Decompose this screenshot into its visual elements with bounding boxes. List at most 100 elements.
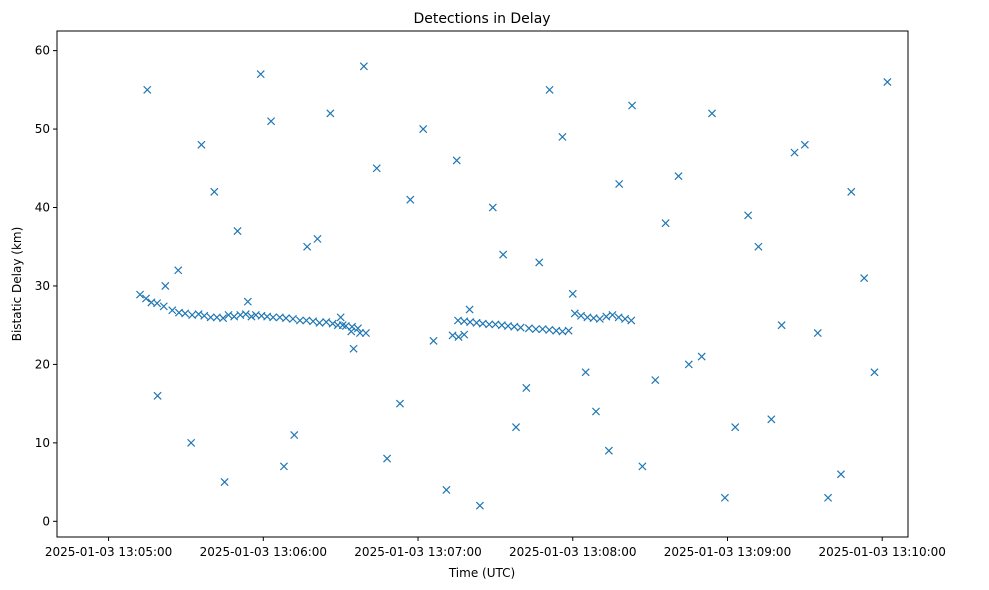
data-point [161,281,170,290]
track-point [614,313,623,322]
track-point [302,316,311,325]
data-point [615,179,624,189]
data-point [465,305,474,314]
data-point [197,140,206,149]
y-tick-label: 50 [35,122,50,136]
track-point [288,314,297,323]
track-point [247,312,256,321]
data-point [604,446,613,455]
track-point [361,329,370,338]
track-point [309,317,318,326]
data-point [153,391,162,400]
track-point [347,322,357,331]
track-point [538,325,547,334]
track-point [200,311,209,320]
track-point [510,322,519,331]
data-point [651,376,660,385]
track-point [241,310,250,319]
track-point [516,323,525,332]
data-point [883,77,892,87]
track-point [328,319,337,328]
y-tick-label: 30 [35,279,50,293]
data-point [836,470,845,479]
data-point [233,227,242,236]
y-tick-label: 20 [35,357,50,371]
data-point [372,164,381,173]
track-point [141,294,150,303]
data-point [511,423,521,432]
data-point [220,478,229,487]
data-point [860,274,869,283]
data-point [256,70,265,79]
x-tick-label: 2025-01-03 13:07:00 [354,545,481,559]
data-point [452,156,461,165]
track-point [448,331,457,340]
data-point [731,423,740,432]
track-point [595,314,604,323]
y-axis-label: Bistatic Delay (km) [10,227,24,342]
data-point [638,462,647,471]
data-point [628,101,637,110]
data-point [591,407,600,416]
data-point [847,187,856,196]
data-point [813,329,822,338]
ticks-layer: 2025-01-03 13:05:00 2025-01-03 13:06:00 20… [35,44,946,559]
x-tick-label: 2025-01-03 13:05:00 [45,545,172,559]
track-point [315,318,324,327]
data-point [697,352,706,361]
track-point [485,320,494,329]
data-point [429,336,438,345]
track-point [466,318,475,327]
points-layer [136,62,892,510]
track-point [531,325,540,334]
track-point [159,302,168,311]
x-tick-label: 2025-01-03 13:08:00 [509,545,636,559]
data-point [488,203,497,212]
data-point [313,234,322,243]
track-point [621,314,630,323]
track-point [194,310,203,319]
data-point [568,289,577,298]
data-point [279,462,288,471]
data-point [243,297,252,306]
data-point [395,399,405,408]
track-point [564,326,573,335]
track-point [269,313,278,322]
data-point [674,172,683,181]
data-point [661,219,670,228]
track-point [338,321,347,330]
y-tick-label: 10 [35,436,50,450]
data-point [326,109,335,118]
track-point [570,309,579,318]
plot-frame [56,30,909,538]
data-point [267,117,276,126]
data-point [210,187,219,196]
x-tick-label: 2025-01-03 13:06:00 [200,545,327,559]
track-point [168,306,177,315]
data-point [143,85,152,94]
track-point [281,314,291,323]
x-axis-label: Time (UTC) [448,566,515,580]
track-point [478,319,487,328]
x-tick-label: 2025-01-03 13:10:00 [818,545,945,559]
data-point [767,415,776,424]
track-point [206,313,215,322]
data-point [824,493,833,502]
data-point [581,368,590,377]
track-point [460,330,469,339]
data-point [336,313,345,322]
track-point [219,314,228,323]
track-point [136,290,145,299]
data-point [349,344,358,353]
y-tick-label: 0 [42,514,50,528]
data-point [174,266,183,275]
data-point [187,438,196,447]
track-point [524,324,533,333]
data-point [558,132,567,141]
track-point [608,310,617,320]
data-point [499,250,508,259]
data-point [707,109,717,118]
x-tick-label: 2025-01-03 13:09:00 [664,545,791,559]
y-tick-label: 40 [35,201,50,215]
data-point [442,485,451,494]
